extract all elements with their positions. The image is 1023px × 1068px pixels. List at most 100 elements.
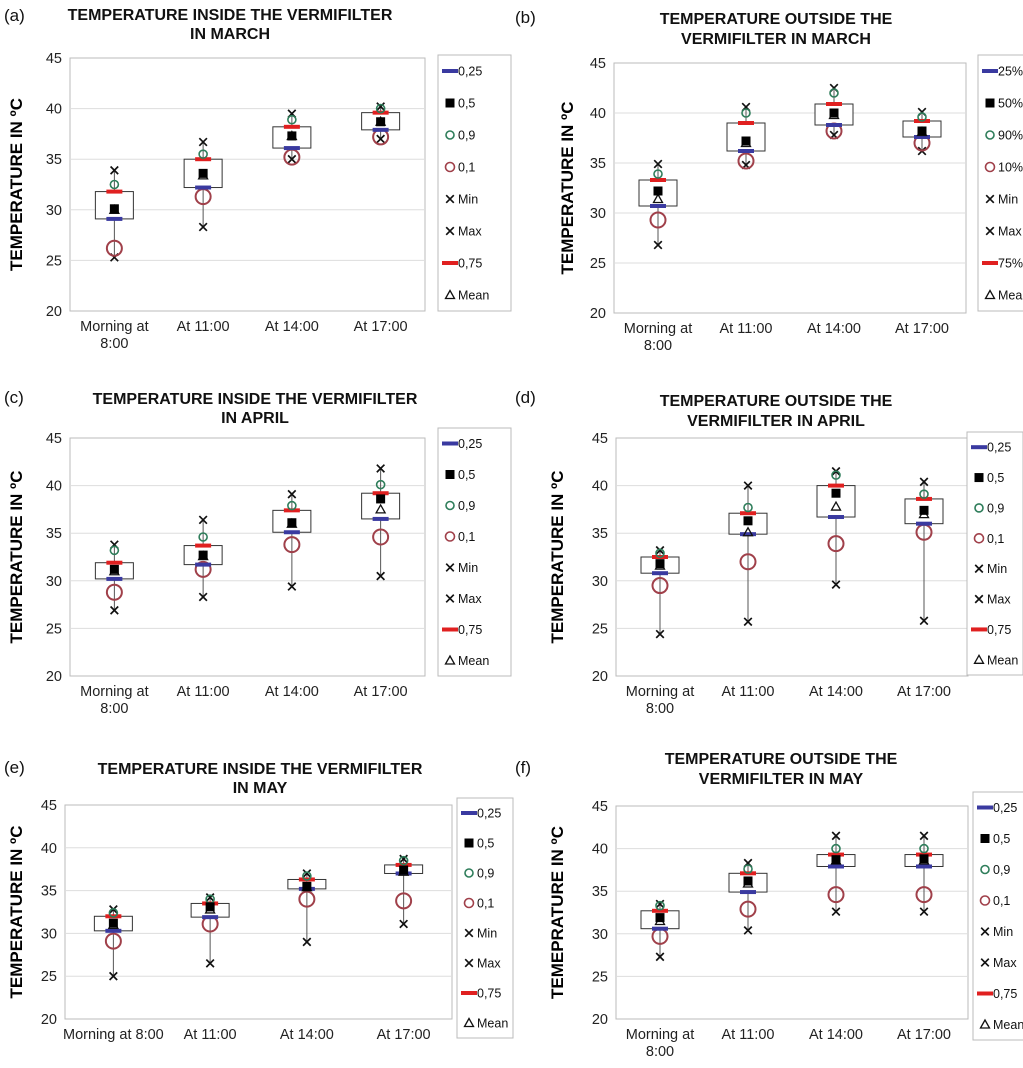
box-group (272, 489, 312, 591)
min-marker (205, 958, 215, 968)
y-tick-label: 20 (592, 669, 608, 685)
chart-title-line-2: VERMIFILTER IN APRIL (687, 413, 865, 430)
min-marker (108, 971, 118, 981)
y-tick-label: 25 (46, 253, 62, 269)
q25-marker (828, 515, 844, 520)
q75-marker (106, 189, 123, 194)
box-group (902, 107, 942, 156)
median-marker (829, 108, 839, 118)
legend-symbol (445, 130, 455, 140)
box-plot-chart: 20 25 30 35 40 45 TEMEPRATURE IN ºC Morning at 8… (548, 791, 1023, 1060)
x-tick-label: At 17:00 (354, 684, 408, 700)
legend-symbol (464, 868, 474, 878)
panel-label: (e) (4, 758, 25, 777)
y-tick-label: 45 (590, 56, 606, 72)
p10-marker (915, 886, 933, 904)
p10-marker (372, 528, 390, 546)
legend-box (437, 54, 512, 312)
legend-label: 75% (998, 257, 1023, 271)
legend-symbol (977, 991, 993, 996)
p10-marker (651, 577, 669, 595)
legend: 0,25 0,5 0,9 0,1 Min Max 0,75 Mean (456, 797, 514, 1039)
legend-label: 0,9 (987, 501, 1004, 515)
min-marker (919, 907, 929, 917)
p90-marker (831, 470, 841, 480)
y-tick-label: 45 (46, 51, 62, 67)
legend-label: 0,25 (987, 441, 1011, 455)
legend-label: 0,25 (477, 807, 501, 821)
y-axis-label: TEMPERATURE IN ºC (548, 470, 567, 643)
y-axis-label: TEMPERATURE IN ºC (7, 825, 26, 998)
chart-title-line-1: TEMPERATURE OUTSIDE THE (659, 393, 893, 410)
box-group (728, 481, 768, 627)
min-marker (655, 629, 665, 639)
x-tick-label: Morning at 8:00 (63, 1027, 164, 1043)
legend-symbol (980, 927, 990, 936)
legend-label: 0,5 (987, 471, 1004, 485)
plot-area (64, 804, 453, 1020)
p90-marker (287, 500, 297, 511)
median-marker (653, 186, 663, 196)
legend-symbol (444, 654, 456, 665)
p90-marker (375, 103, 386, 114)
y-tick-label: 45 (592, 799, 608, 815)
median-marker (741, 136, 751, 146)
y-tick-label: 30 (46, 574, 62, 590)
median-marker (655, 913, 665, 923)
legend-symbol (974, 473, 984, 483)
legend-box (456, 797, 514, 1039)
legend-label: 0,75 (458, 623, 482, 637)
legend-symbol (461, 811, 477, 815)
y-tick-label: 40 (46, 102, 62, 118)
max-marker (376, 464, 386, 473)
min-marker (831, 907, 841, 917)
legend-symbol (980, 958, 990, 967)
min-marker (653, 240, 663, 250)
legend-label: 25% (998, 65, 1023, 79)
chart-panel-d: (d) TEMPERATURE OUTSIDE THE VERMIFILTER … (511, 380, 1023, 725)
min-marker (287, 582, 297, 591)
y-axis-label: TEMPERATURE IN ºC (7, 470, 26, 643)
legend-label: 50% (998, 97, 1023, 111)
legend-symbol (445, 98, 455, 108)
y-tick-label: 25 (590, 256, 606, 272)
legend-label: 0,9 (458, 129, 475, 143)
box-plot-chart: 20 25 30 35 40 45 TEMPERATURE IN ºC Morning at 8… (548, 431, 1023, 717)
y-tick-label: 20 (592, 1012, 608, 1028)
p10-marker (649, 211, 667, 229)
q25-marker (106, 576, 123, 581)
box-plot-chart: 20 25 30 35 40 45 TEMPERATURE IN ºC Morning at … (7, 797, 514, 1043)
legend: 0,25 0,5 0,9 0,1 Min Max 0,75 Mean (437, 427, 512, 677)
max-marker (287, 489, 297, 499)
p10-marker (827, 535, 845, 553)
max-marker (831, 831, 841, 841)
legend-label: Min (998, 193, 1018, 207)
median-marker (109, 564, 119, 574)
legend-label: Mean (998, 289, 1023, 303)
y-tick-label: 30 (592, 574, 608, 590)
p90-marker (198, 532, 208, 542)
min-marker (302, 937, 312, 947)
min-marker (376, 571, 386, 581)
legend-symbol (463, 1017, 475, 1028)
box-group (816, 466, 856, 590)
legend-label: 0,1 (458, 161, 475, 175)
y-tick-label: 35 (46, 152, 62, 168)
chart-title: TEMPERATURE INSIDE THE VERMIFILTER IN MA… (55, 760, 465, 798)
p90-marker (653, 169, 663, 179)
p10-marker (737, 152, 755, 170)
y-tick-label: 20 (46, 669, 62, 685)
box-plot-chart: 20 25 30 35 40 45 TEMPERATURE IN ºC Morning at 8… (7, 51, 512, 352)
box-group (638, 159, 678, 250)
median-marker (198, 550, 208, 560)
mean-marker (375, 503, 387, 514)
plot-area (69, 437, 426, 677)
q25-marker (202, 915, 219, 920)
y-tick-label: 20 (590, 306, 606, 322)
chart-title: TEMPERATURE OUTSIDE THE VERMIFILTER IN M… (611, 10, 941, 50)
mean-marker (742, 526, 754, 537)
chart-panel-e: (e) TEMPERATURE INSIDE THE VERMIFILTER I… (0, 740, 514, 1068)
legend-label: Mean (987, 653, 1018, 667)
legend-label: 0,75 (987, 623, 1011, 637)
y-tick-label: 25 (592, 969, 608, 985)
